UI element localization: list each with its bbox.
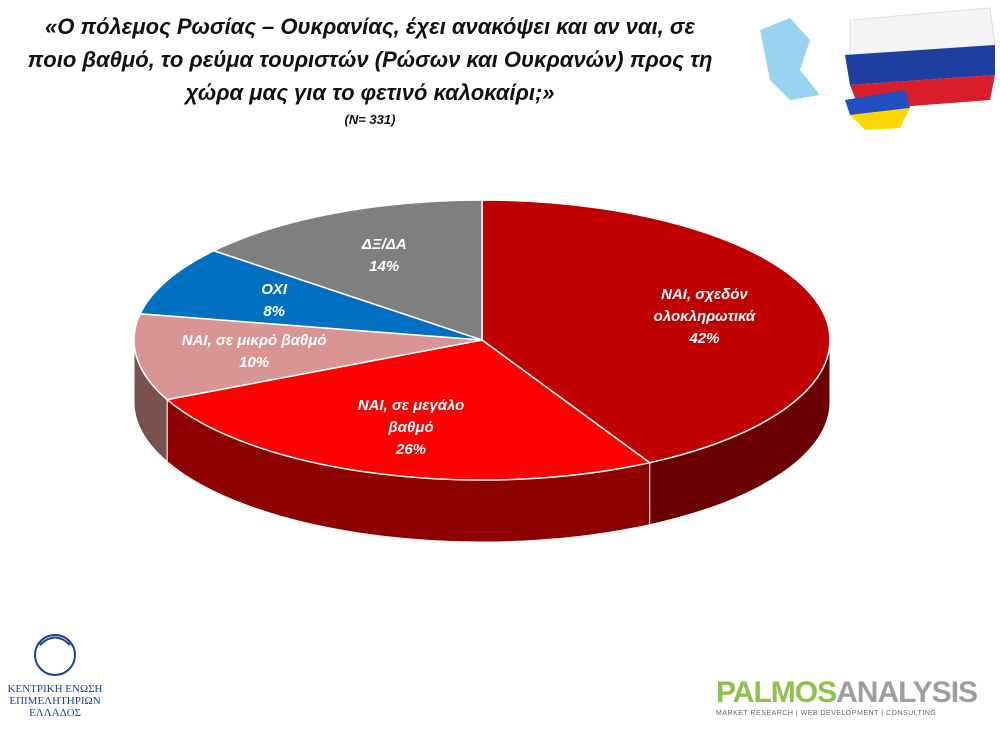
data-label: ΝΑΙ, σε μεγάλο βαθμό 26% xyxy=(336,395,486,461)
data-label: ΝΑΙ, σε μικρό βαθμό 10% xyxy=(182,330,327,374)
data-label: ΟΧΙ 8% xyxy=(261,279,287,323)
category-label: ΝΑΙ, σε μικρό βαθμό xyxy=(181,331,327,349)
value-label: 26% xyxy=(396,440,427,458)
slice xyxy=(139,249,483,341)
category-label: ΝΑΙ, σε μεγάλο βαθμό xyxy=(357,396,465,436)
category-label: ΟΧΙ xyxy=(261,280,288,298)
category-label: ΝΑΙ, σχεδόν ολοκληρωτικά xyxy=(653,286,756,326)
value-label: 10% xyxy=(239,353,270,371)
data-label: ΝΑΙ, σχεδόν ολοκληρωτικά 42% xyxy=(629,284,779,350)
value-label: 8% xyxy=(263,302,286,320)
slice xyxy=(133,312,483,401)
value-label: 42% xyxy=(689,330,720,348)
slice xyxy=(211,199,483,342)
slice xyxy=(165,339,652,481)
logo-text: ΚΕΝΤΡΙΚΗ ΕΝΩΣΗ ΕΠΙΜΕΛΗΤΗΡΙΩΝ ΕΛΛΑΔΟΣ xyxy=(7,683,103,719)
logo-left: ΚΕΝΤΡΙΚΗ ΕΝΩΣΗ ΕΠΙΜΕΛΗΤΗΡΙΩΝ ΕΛΛΑΔΟΣ xyxy=(0,630,110,719)
logo-text-b: ANALYSIS xyxy=(836,676,978,709)
category-label: ΔΞ/ΔΑ xyxy=(361,236,407,254)
logo-text-a: PALMOS xyxy=(716,676,837,709)
data-label: ΔΞ/ΔΑ 14% xyxy=(362,234,407,278)
logo-icon xyxy=(34,634,76,676)
slice xyxy=(481,199,831,464)
chart-title: «Ο πόλεμος Ρωσίας – Ουκρανίας, έχει ανακ… xyxy=(27,14,713,105)
logo-right: PALMOSANALYSIS MARKET RESEARCH | WEB DEV… xyxy=(716,676,996,717)
value-label: 14% xyxy=(369,258,400,276)
flags-decoration xyxy=(760,7,996,130)
logo-tagline: MARKET RESEARCH | WEB DEVELOPMENT | CONS… xyxy=(716,710,937,717)
chart-subtitle: (N= 331) xyxy=(344,112,396,127)
